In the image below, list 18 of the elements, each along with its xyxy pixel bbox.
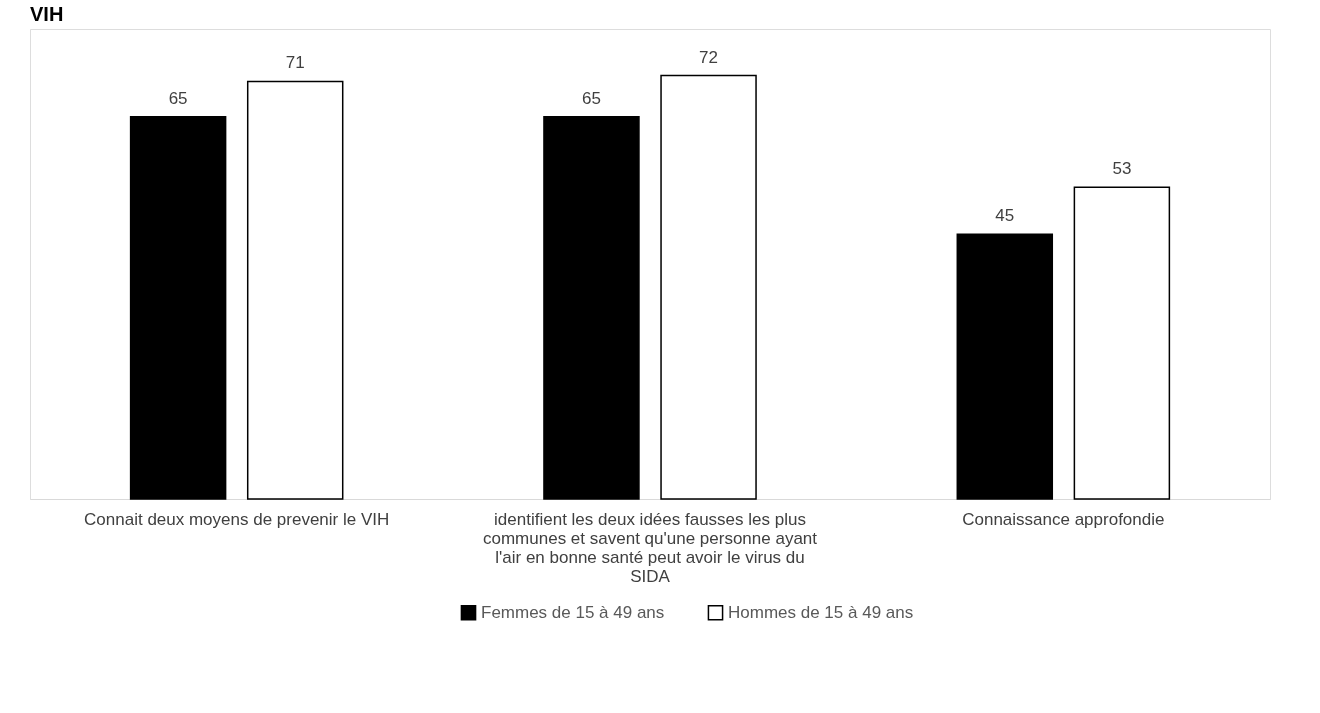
data-label: 71 bbox=[285, 53, 305, 73]
legend-label: Hommes de 15 à 49 ans bbox=[728, 602, 914, 622]
x-tick-label: Connaissance approfondie bbox=[962, 509, 1165, 529]
data-label: 65 bbox=[581, 88, 601, 108]
bar bbox=[956, 233, 1054, 500]
chart-title: VIH bbox=[30, 3, 64, 25]
x-tick-label: identifient les deux idées fausses les plus communes et savent qu'une personne ayant l'air en bonne santé peut avoir le virus du SIDA bbox=[482, 509, 818, 586]
data-label: 53 bbox=[1112, 159, 1132, 179]
bar bbox=[1073, 186, 1171, 500]
legend-label: Femmes de 15 à 49 ans bbox=[481, 602, 665, 622]
bar bbox=[660, 74, 757, 500]
bar bbox=[543, 115, 640, 500]
bar bbox=[246, 80, 344, 500]
bar bbox=[129, 115, 227, 500]
data-label: 45 bbox=[995, 206, 1015, 226]
x-tick-label: Connait deux moyens de prevenir le VIH bbox=[84, 509, 390, 529]
data-label: 72 bbox=[699, 47, 719, 67]
data-label: 65 bbox=[168, 88, 188, 108]
